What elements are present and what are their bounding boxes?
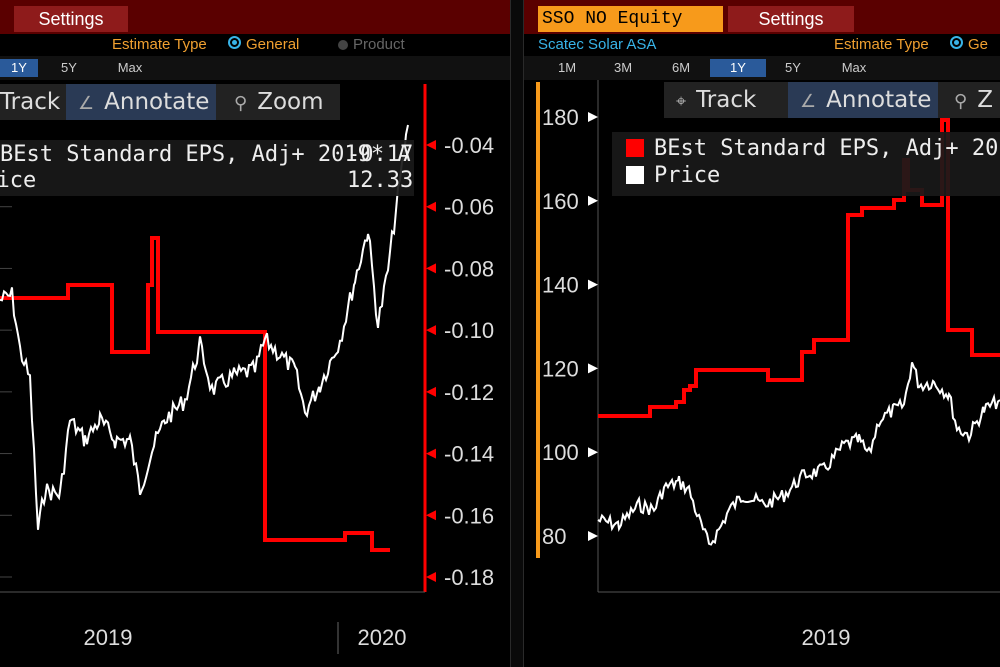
left-range-5y[interactable]: 5Y [61,60,77,75]
right-range-5y[interactable]: 5Y [785,60,801,75]
magnifier-icon: ⚲ [234,93,248,114]
left-y-tick-label: -0.12 [444,380,494,405]
radio-unselected-icon [338,40,348,50]
left-y-tick-marker [426,263,436,274]
price-swatch [626,166,644,184]
left-y-tick-marker [426,140,436,150]
magnifier-icon: ⚲ [954,91,968,112]
radio-selected-icon [228,36,241,49]
right-range-1y[interactable]: 1Y [710,59,766,77]
left-eps-series-line [0,236,390,552]
right-zoom-button[interactable]: ⚲ Z [942,82,1000,118]
right-estimate-bar: Scatec Solar ASA Estimate Type Ge [524,34,1000,56]
right-annotate-button[interactable]: ∠ Annotate [788,82,938,118]
right-price-series-line [597,362,1000,546]
right-y-tick-label: 100 [542,440,579,465]
crosshair-icon: ⌖ [676,91,687,112]
left-legend: BEst Standard EPS, Adj+ 2019* A -0.17 Pr… [0,140,414,196]
right-legend-price-row: Price [626,163,1000,188]
left-annotate-button[interactable]: ∠ Annotate [66,84,216,120]
right-y-tick-label: 140 [542,273,579,298]
pencil-icon: ∠ [800,91,817,112]
left-price-series-line [0,124,409,530]
right-y-tick-marker [588,112,598,122]
ticker-field[interactable]: SSO NO Equity [538,6,723,32]
right-chart-panel: SSO NO Equity Settings Scatec Solar ASA … [524,0,1000,667]
right-legend: BEst Standard EPS, Adj+ 2020* Price [612,132,1000,196]
left-zoom-button[interactable]: ⚲ Zoom [222,84,340,120]
right-x-label-2019: 2019 [802,625,851,650]
left-chart-panel: Settings Estimate Type General Product 1… [0,0,510,654]
right-chart-toolbar: ⌖ Track ∠ Annotate ⚲ Z [664,82,1000,118]
right-legend-eps-row: BEst Standard EPS, Adj+ 2020* [626,136,1000,161]
left-range-1y[interactable]: 1Y [0,59,38,77]
left-y-tick-label: -0.18 [444,565,494,590]
right-estimate-type-label: Estimate Type [834,36,929,53]
panel-divider[interactable] [510,0,524,667]
left-chart-toolbar: Track ∠ Annotate ⚲ Zoom [0,84,340,120]
right-range-1m[interactable]: 1M [557,60,577,75]
right-track-button[interactable]: ⌖ Track [664,82,784,118]
left-legend-price-value: 12.33 [347,168,414,193]
left-chart-svg: -0.04 -0.06 -0.08 -0.10 -0.12 -0.14 -0.16 -0.18… [0,84,494,654]
left-legend-eps-label: BEst Standard EPS, Adj+ 2019* A [0,142,411,167]
left-y-tick-label: -0.10 [444,318,494,343]
right-y-tick-marker [588,279,598,290]
left-track-button[interactable]: Track [0,89,61,115]
left-y-tick-marker [426,201,436,212]
left-title-bar: Settings [0,0,510,34]
left-y-tick-label: -0.16 [444,503,494,528]
left-y-tick-marker [426,448,436,459]
right-y-tick-label: 160 [542,189,579,214]
left-y-tick-marker [426,572,436,582]
left-y-tick-label: -0.14 [444,442,494,467]
left-range-bar: 1Y 5Y Max [0,56,510,80]
right-y-tick-label: 80 [542,524,566,549]
left-estimate-type-label: Estimate Type [112,36,207,53]
left-estimate-bar: Estimate Type General Product [0,34,510,56]
right-y-tick-marker [588,195,598,206]
left-estimate-product-option[interactable]: Product [330,34,405,56]
left-y-tick-marker [426,325,436,336]
company-name: Scatec Solar ASA [538,36,657,53]
eps-swatch [626,139,644,157]
left-range-max[interactable]: Max [117,60,143,75]
left-x-label-2020: 2020 [358,625,407,650]
right-y-tick-marker [588,447,598,458]
left-y-tick-marker [426,510,436,521]
right-range-3m[interactable]: 3M [613,60,633,75]
right-range-max[interactable]: Max [841,60,867,75]
radio-selected-icon [950,36,963,49]
left-settings-button[interactable]: Settings [14,6,128,32]
right-y-tick-marker [588,363,598,374]
right-title-bar: SSO NO Equity Settings [524,0,1000,34]
left-y-tick-label: -0.06 [444,195,494,220]
left-legend-eps-value: -0.17 [347,142,414,167]
left-y-tick-label: -0.08 [444,256,494,281]
left-y-tick-label: -0.04 [444,133,494,158]
right-y-tick-label: 120 [542,356,579,381]
left-legend-price-label: Price [0,168,37,193]
right-range-bar: 1M 3M 6M 1Y 5Y Max [524,56,1000,80]
left-x-label-2019: 2019 [84,625,133,650]
right-settings-button[interactable]: Settings [728,6,854,32]
left-y-tick-marker [426,386,436,397]
right-y-tick-marker [588,531,598,541]
right-y-tick-label: 180 [542,105,579,130]
left-estimate-general-option[interactable]: General [222,34,299,56]
right-estimate-general-option[interactable]: Ge [944,34,988,56]
right-range-6m[interactable]: 6M [671,60,691,75]
pencil-icon: ∠ [78,93,95,114]
